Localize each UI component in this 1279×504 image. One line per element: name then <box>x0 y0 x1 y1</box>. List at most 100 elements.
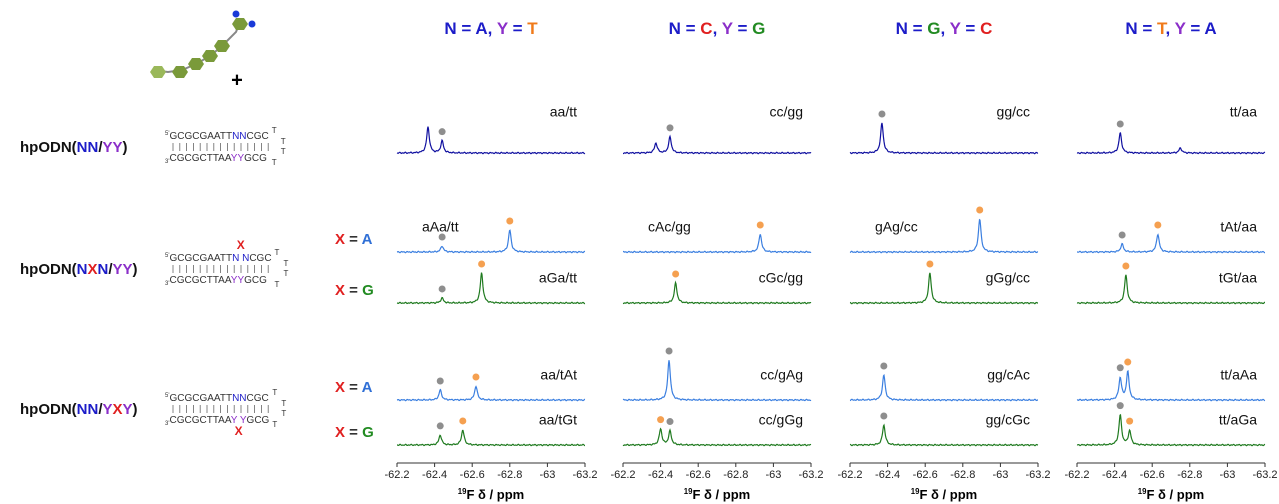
text-part: Y <box>950 19 962 38</box>
text-part: = <box>457 19 476 38</box>
text-part: A <box>475 19 487 38</box>
x-tick-label: -63.2 <box>572 469 597 481</box>
text-part: Y <box>722 19 734 38</box>
spectrum <box>622 360 812 402</box>
x-tick-label: -62.4 <box>422 469 447 481</box>
mismatch-mark: X <box>237 238 245 252</box>
text-part: F δ / ppm <box>1146 487 1204 502</box>
text-part: C <box>980 19 992 38</box>
x-axis-title: 19F δ / ppm <box>458 487 524 503</box>
loop-base: T <box>284 269 289 278</box>
spectrum-label: cc/gGg <box>759 412 803 428</box>
text-part: hpODN( <box>20 261 77 278</box>
construct-label: hpODN(NN/YY) <box>20 139 128 156</box>
text-part: Y <box>103 401 113 418</box>
spectrum-label: tt/aAa <box>1220 367 1257 383</box>
text-part: YY <box>103 139 123 156</box>
text-part: CGC <box>247 131 269 142</box>
spectrum-label: aAa/tt <box>422 219 459 235</box>
peak-marker <box>1116 120 1124 128</box>
text-part: = <box>908 19 927 38</box>
x-tick-label: -63 <box>765 469 781 481</box>
spectrum <box>849 272 1038 305</box>
spectrum-label: tt/aa <box>1230 104 1257 120</box>
spectrum <box>396 126 586 155</box>
text-part: YY <box>113 261 133 278</box>
peak-marker <box>878 110 886 118</box>
x-variant-label: X = G <box>335 282 374 299</box>
text-part: = <box>508 19 527 38</box>
text-part: N <box>77 261 88 278</box>
peak-marker <box>438 128 446 136</box>
text-part: GCG <box>244 153 267 164</box>
peak-marker <box>1126 417 1134 425</box>
spectrum-label: cc/gg <box>770 104 803 120</box>
spectrum-label: tGt/aa <box>1219 270 1257 286</box>
text-part: NN <box>77 139 99 156</box>
peak-marker <box>1116 364 1124 372</box>
x-tick-label: -63.2 <box>798 469 823 481</box>
loop-base: T <box>275 248 280 257</box>
peak-marker <box>1116 402 1124 410</box>
text-part: GCG <box>247 415 270 426</box>
text-part: 5' <box>165 131 169 137</box>
x-tick-label: -62.6 <box>686 469 711 481</box>
text-part: GCGCGAATT <box>169 253 232 264</box>
text-part: ) <box>123 139 128 156</box>
peak-marker <box>672 270 680 278</box>
text-part: ) <box>133 261 138 278</box>
peak-marker <box>1122 262 1130 270</box>
text-part: / <box>98 401 103 418</box>
text-part: = <box>345 379 362 396</box>
text-part: N <box>98 261 109 278</box>
top-strand: 5'GCGCGAATTN NCGC <box>165 253 272 264</box>
spectrum-label: cAc/gg <box>648 219 691 235</box>
text-part: X <box>335 282 345 299</box>
text-part: X <box>113 401 123 418</box>
text-part: CGC <box>249 253 271 264</box>
peak-marker <box>880 412 888 420</box>
text-part: hpODN( <box>20 401 77 418</box>
text-part: G <box>362 282 374 299</box>
top-strand: 5'GCGCGAATTNNCGC <box>165 131 269 142</box>
text-part: = <box>345 231 362 248</box>
x-tick-label: -62.6 <box>913 469 938 481</box>
loop-base: T <box>284 259 289 268</box>
loop-base: T <box>281 409 286 418</box>
spectrum <box>397 429 585 447</box>
text-part: 19 <box>458 487 467 496</box>
text-part: = <box>345 424 362 441</box>
text-part: T <box>1157 19 1168 38</box>
text-part: = <box>1138 19 1157 38</box>
text-part: Y <box>497 19 509 38</box>
x-tick-label: -63 <box>539 469 555 481</box>
text-part: CGCGCTTAA <box>169 415 231 426</box>
x-tick-label: -63.2 <box>1025 469 1050 481</box>
peak-marker <box>438 285 446 293</box>
loop-base: T <box>272 126 277 135</box>
spectrum-label: aGa/tt <box>539 270 577 286</box>
spectrum <box>623 134 812 155</box>
peak-marker <box>436 377 444 385</box>
text-part: N <box>1125 19 1137 38</box>
top-strand: 5'GCGCGAATTNNCGC <box>165 393 269 404</box>
text-part: Y Y <box>231 415 247 426</box>
text-part: 19 <box>911 487 920 496</box>
construct-label: hpODN(NXN/YY) <box>20 261 138 278</box>
loop-base: T <box>272 388 277 397</box>
text-part: NN <box>232 131 246 142</box>
text-part: C <box>700 19 712 38</box>
text-part: F δ / ppm <box>919 487 977 502</box>
peak-marker <box>1154 221 1162 229</box>
text-part: T <box>527 19 538 38</box>
spectrum <box>1076 369 1266 402</box>
text-part: = <box>1186 19 1205 38</box>
peak-marker <box>665 347 673 355</box>
peak-marker <box>506 217 514 225</box>
x-tick-label: -63 <box>1219 469 1235 481</box>
spectrum <box>622 427 812 447</box>
peak-marker <box>436 422 444 430</box>
column-header: N = C, Y = G <box>669 19 766 38</box>
text-part: / <box>98 139 103 156</box>
x-tick-label: -62.8 <box>1177 469 1202 481</box>
